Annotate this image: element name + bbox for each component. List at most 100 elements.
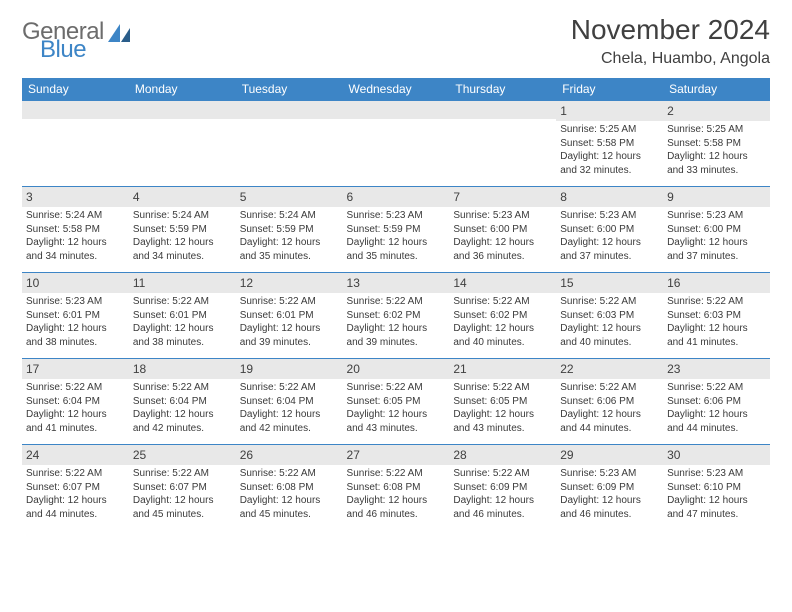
daylight-line: Daylight: 12 hours and 44 minutes. <box>26 494 125 521</box>
day-cell: 11Sunrise: 5:22 AMSunset: 6:01 PMDayligh… <box>129 273 236 359</box>
daylight-line: Daylight: 12 hours and 43 minutes. <box>347 408 446 435</box>
day-header-saturday: Saturday <box>663 78 770 101</box>
sunset-line: Sunset: 5:58 PM <box>26 223 125 237</box>
sunset-line: Sunset: 6:07 PM <box>26 481 125 495</box>
day-number: 11 <box>129 273 236 293</box>
day-cell: 1 Sunrise: 5:25 AMSunset: 5:58 PMDaylight… <box>556 101 663 187</box>
sunset-line: Sunset: 6:08 PM <box>347 481 446 495</box>
day-number: 29 <box>556 445 663 465</box>
day-number: 6 <box>343 187 450 207</box>
day-cell: 2Sunrise: 5:25 AMSunset: 5:58 PMDaylight… <box>663 101 770 187</box>
day-cell: 4Sunrise: 5:24 AMSunset: 5:59 PMDaylight… <box>129 187 236 273</box>
day-number: 7 <box>449 187 556 207</box>
sunrise-line: Sunrise: 5:23 AM <box>667 209 766 223</box>
day-cell: 16Sunrise: 5:22 AMSunset: 6:03 PMDayligh… <box>663 273 770 359</box>
logo: General Blue <box>22 14 130 62</box>
sunset-line: Sunset: 6:00 PM <box>560 223 659 237</box>
day-header-monday: Monday <box>129 78 236 101</box>
day-cell <box>236 101 343 187</box>
sunrise-line: Sunrise: 5:22 AM <box>26 467 125 481</box>
daylight-line: Daylight: 12 hours and 32 minutes. <box>560 150 659 177</box>
sunrise-line: Sunrise: 5:22 AM <box>133 381 232 395</box>
day-cell: 21Sunrise: 5:22 AMSunset: 6:05 PMDayligh… <box>449 359 556 445</box>
week-row: 24Sunrise: 5:22 AMSunset: 6:07 PMDayligh… <box>22 445 770 531</box>
day-cell: 5Sunrise: 5:24 AMSunset: 5:59 PMDaylight… <box>236 187 343 273</box>
day-cell: 24 Sunrise: 5:22 AMSunset: 6:07 PMDayligh… <box>22 445 129 531</box>
daylight-line: Daylight: 12 hours and 47 minutes. <box>667 494 766 521</box>
sunrise-line: Sunrise: 5:22 AM <box>133 467 232 481</box>
sunrise-line: Sunrise: 5:22 AM <box>453 381 552 395</box>
day-cell: 18Sunrise: 5:22 AMSunset: 6:04 PMDayligh… <box>129 359 236 445</box>
daylight-line: Daylight: 12 hours and 40 minutes. <box>560 322 659 349</box>
daylight-line: Daylight: 12 hours and 34 minutes. <box>26 236 125 263</box>
daylight-line: Daylight: 12 hours and 44 minutes. <box>560 408 659 435</box>
sunset-line: Sunset: 6:00 PM <box>453 223 552 237</box>
sunset-line: Sunset: 6:00 PM <box>667 223 766 237</box>
sunrise-line: Sunrise: 5:24 AM <box>240 209 339 223</box>
day-cell: 22Sunrise: 5:22 AMSunset: 6:06 PMDayligh… <box>556 359 663 445</box>
daylight-line: Daylight: 12 hours and 45 minutes. <box>240 494 339 521</box>
daylight-line: Daylight: 12 hours and 43 minutes. <box>453 408 552 435</box>
daylight-line: Daylight: 12 hours and 42 minutes. <box>240 408 339 435</box>
day-number: 17 <box>22 359 129 379</box>
day-header-sunday: Sunday <box>22 78 129 101</box>
day-cell: 28Sunrise: 5:22 AMSunset: 6:09 PMDayligh… <box>449 445 556 531</box>
day-cell: 9Sunrise: 5:23 AMSunset: 6:00 PMDaylight… <box>663 187 770 273</box>
daylight-line: Daylight: 12 hours and 42 minutes. <box>133 408 232 435</box>
day-number: 24 <box>22 445 129 465</box>
daylight-line: Daylight: 12 hours and 33 minutes. <box>667 150 766 177</box>
daylight-line: Daylight: 12 hours and 39 minutes. <box>347 322 446 349</box>
sunrise-line: Sunrise: 5:24 AM <box>133 209 232 223</box>
sunset-line: Sunset: 5:58 PM <box>560 137 659 151</box>
sunrise-line: Sunrise: 5:23 AM <box>667 467 766 481</box>
day-cell: 30Sunrise: 5:23 AMSunset: 6:10 PMDayligh… <box>663 445 770 531</box>
daylight-line: Daylight: 12 hours and 46 minutes. <box>347 494 446 521</box>
day-cell: 20Sunrise: 5:22 AMSunset: 6:05 PMDayligh… <box>343 359 450 445</box>
sunrise-line: Sunrise: 5:22 AM <box>240 295 339 309</box>
sunset-line: Sunset: 6:01 PM <box>240 309 339 323</box>
sunset-line: Sunset: 6:06 PM <box>667 395 766 409</box>
daylight-line: Daylight: 12 hours and 39 minutes. <box>240 322 339 349</box>
daylight-line: Daylight: 12 hours and 40 minutes. <box>453 322 552 349</box>
page-title: November 2024 <box>571 14 770 46</box>
day-cell: 14Sunrise: 5:22 AMSunset: 6:02 PMDayligh… <box>449 273 556 359</box>
day-number: 18 <box>129 359 236 379</box>
daylight-line: Daylight: 12 hours and 37 minutes. <box>667 236 766 263</box>
day-header-tuesday: Tuesday <box>236 78 343 101</box>
week-row: 1Sunrise: 5:25 AMSunset: 5:58 PMDaylight… <box>22 101 770 187</box>
sunset-line: Sunset: 6:03 PM <box>667 309 766 323</box>
sunset-line: Sunset: 6:02 PM <box>453 309 552 323</box>
day-number: 15 <box>556 273 663 293</box>
day-number: 20 <box>343 359 450 379</box>
day-cell: 8Sunrise: 5:23 AMSunset: 6:00 PMDaylight… <box>556 187 663 273</box>
sunrise-line: Sunrise: 5:23 AM <box>560 467 659 481</box>
calendar-table: SundayMondayTuesdayWednesdayThursdayFrid… <box>22 78 770 531</box>
day-cell: 27Sunrise: 5:22 AMSunset: 6:08 PMDayligh… <box>343 445 450 531</box>
title-block: November 2024 Chela, Huambo, Angola <box>571 14 770 68</box>
sunrise-line: Sunrise: 5:25 AM <box>560 123 659 137</box>
sunset-line: Sunset: 6:09 PM <box>560 481 659 495</box>
sunset-line: Sunset: 6:05 PM <box>347 395 446 409</box>
sunrise-line: Sunrise: 5:23 AM <box>26 295 125 309</box>
daylight-line: Daylight: 12 hours and 41 minutes. <box>667 322 766 349</box>
day-number: 4 <box>129 187 236 207</box>
day-cell: 13Sunrise: 5:22 AMSunset: 6:02 PMDayligh… <box>343 273 450 359</box>
sunset-line: Sunset: 6:06 PM <box>560 395 659 409</box>
sunset-line: Sunset: 6:04 PM <box>240 395 339 409</box>
day-header-wednesday: Wednesday <box>343 78 450 101</box>
day-number: 10 <box>22 273 129 293</box>
day-number: 27 <box>343 445 450 465</box>
day-cell: 15Sunrise: 5:22 AMSunset: 6:03 PMDayligh… <box>556 273 663 359</box>
day-number: 12 <box>236 273 343 293</box>
day-number: 1 <box>556 101 663 121</box>
day-cell: 25Sunrise: 5:22 AMSunset: 6:07 PMDayligh… <box>129 445 236 531</box>
day-cell: 7Sunrise: 5:23 AMSunset: 6:00 PMDaylight… <box>449 187 556 273</box>
day-cell: 23Sunrise: 5:22 AMSunset: 6:06 PMDayligh… <box>663 359 770 445</box>
sunrise-line: Sunrise: 5:22 AM <box>133 295 232 309</box>
day-header-friday: Friday <box>556 78 663 101</box>
daylight-line: Daylight: 12 hours and 45 minutes. <box>133 494 232 521</box>
empty-day <box>449 101 556 119</box>
daylight-line: Daylight: 12 hours and 44 minutes. <box>667 408 766 435</box>
sunset-line: Sunset: 6:07 PM <box>133 481 232 495</box>
daylight-line: Daylight: 12 hours and 38 minutes. <box>133 322 232 349</box>
